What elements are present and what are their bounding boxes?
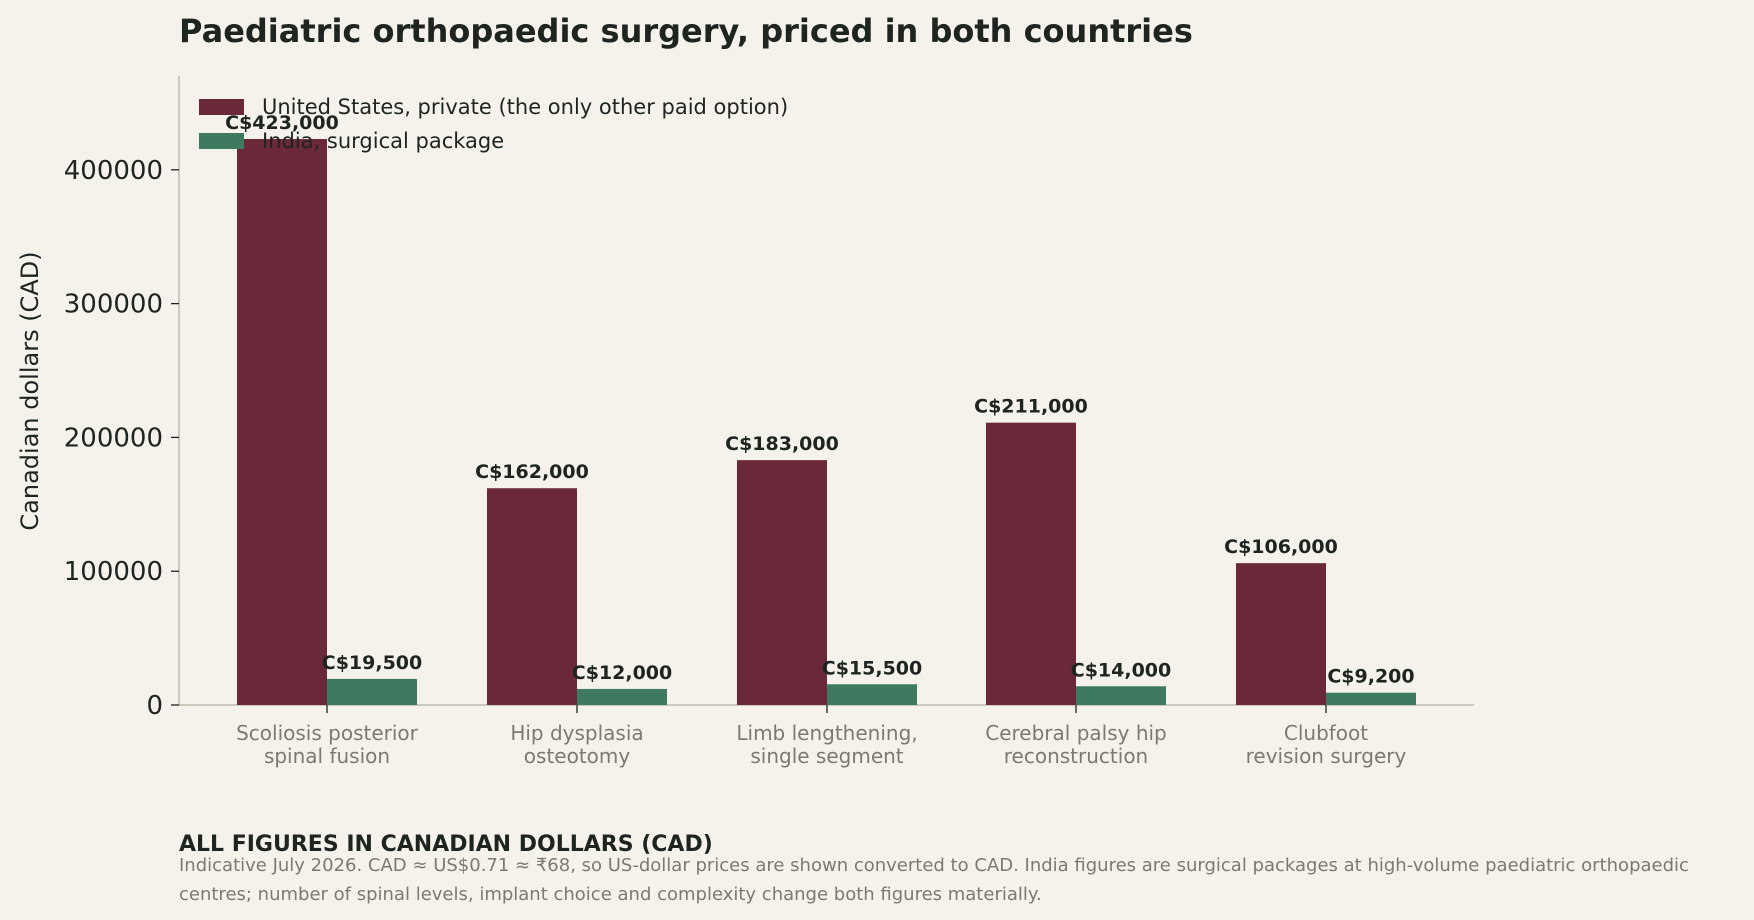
bar-chart: 0 100000 200000 300000 400000 Canadian dollar… [16, 76, 1474, 768]
data-label: C$15,500 [822, 657, 922, 679]
bar-india [1326, 692, 1416, 705]
bar-india [327, 678, 417, 705]
footer-note: Indicative July 2026. CAD ≈ US$0.71 ≈ ₹6… [179, 855, 1689, 905]
bar-us [986, 422, 1076, 705]
y-tick-label: 200000 [64, 423, 163, 453]
data-label: C$106,000 [1224, 536, 1338, 558]
x-tick-label: reconstruction [1004, 744, 1148, 768]
data-label: C$211,000 [974, 396, 1088, 418]
x-tick-label: spinal fusion [264, 744, 390, 768]
data-label: C$19,500 [322, 652, 422, 674]
bar-us [737, 460, 827, 705]
y-tick-label: 300000 [64, 290, 163, 320]
data-label: C$162,000 [475, 461, 589, 483]
x-tick-label: revision surgery [1246, 744, 1407, 768]
x-tick-label: osteotomy [524, 744, 631, 768]
bar-us [1236, 563, 1326, 705]
bar-india [1076, 686, 1166, 705]
y-tick-label: 400000 [64, 156, 163, 186]
data-label: C$12,000 [572, 662, 672, 684]
y-axis-label: Canadian dollars (CAD) [16, 251, 44, 530]
data-label: C$14,000 [1071, 659, 1171, 681]
x-tick-label: Limb lengthening, [736, 721, 917, 745]
x-tick-label: Cerebral palsy hip [985, 721, 1167, 745]
data-label: C$9,200 [1327, 666, 1414, 688]
chart-title: Paediatric orthopaedic surgery, priced i… [179, 12, 1193, 50]
footer-heading: ALL FIGURES IN CANADIAN DOLLARS (CAD) [179, 832, 713, 857]
x-tick-label: single segment [750, 744, 903, 768]
legend-swatch [199, 99, 244, 115]
legend-label: India, surgical package [262, 129, 504, 153]
legend-label: United States, private (the only other p… [262, 95, 788, 119]
data-label: C$183,000 [725, 433, 839, 455]
y-tick-label: 0 [146, 691, 163, 721]
bar-us [237, 139, 327, 705]
x-tick-label: Scoliosis posterior [236, 721, 419, 745]
bar-india [577, 688, 667, 705]
legend-swatch [199, 133, 244, 149]
y-tick-label: 100000 [64, 557, 163, 587]
bar-india [827, 684, 917, 705]
x-tick-label: Clubfoot [1284, 721, 1368, 745]
data-label: C$423,000 [225, 112, 339, 134]
x-tick-label: Hip dysplasia [510, 721, 643, 745]
bar-us [487, 488, 577, 705]
